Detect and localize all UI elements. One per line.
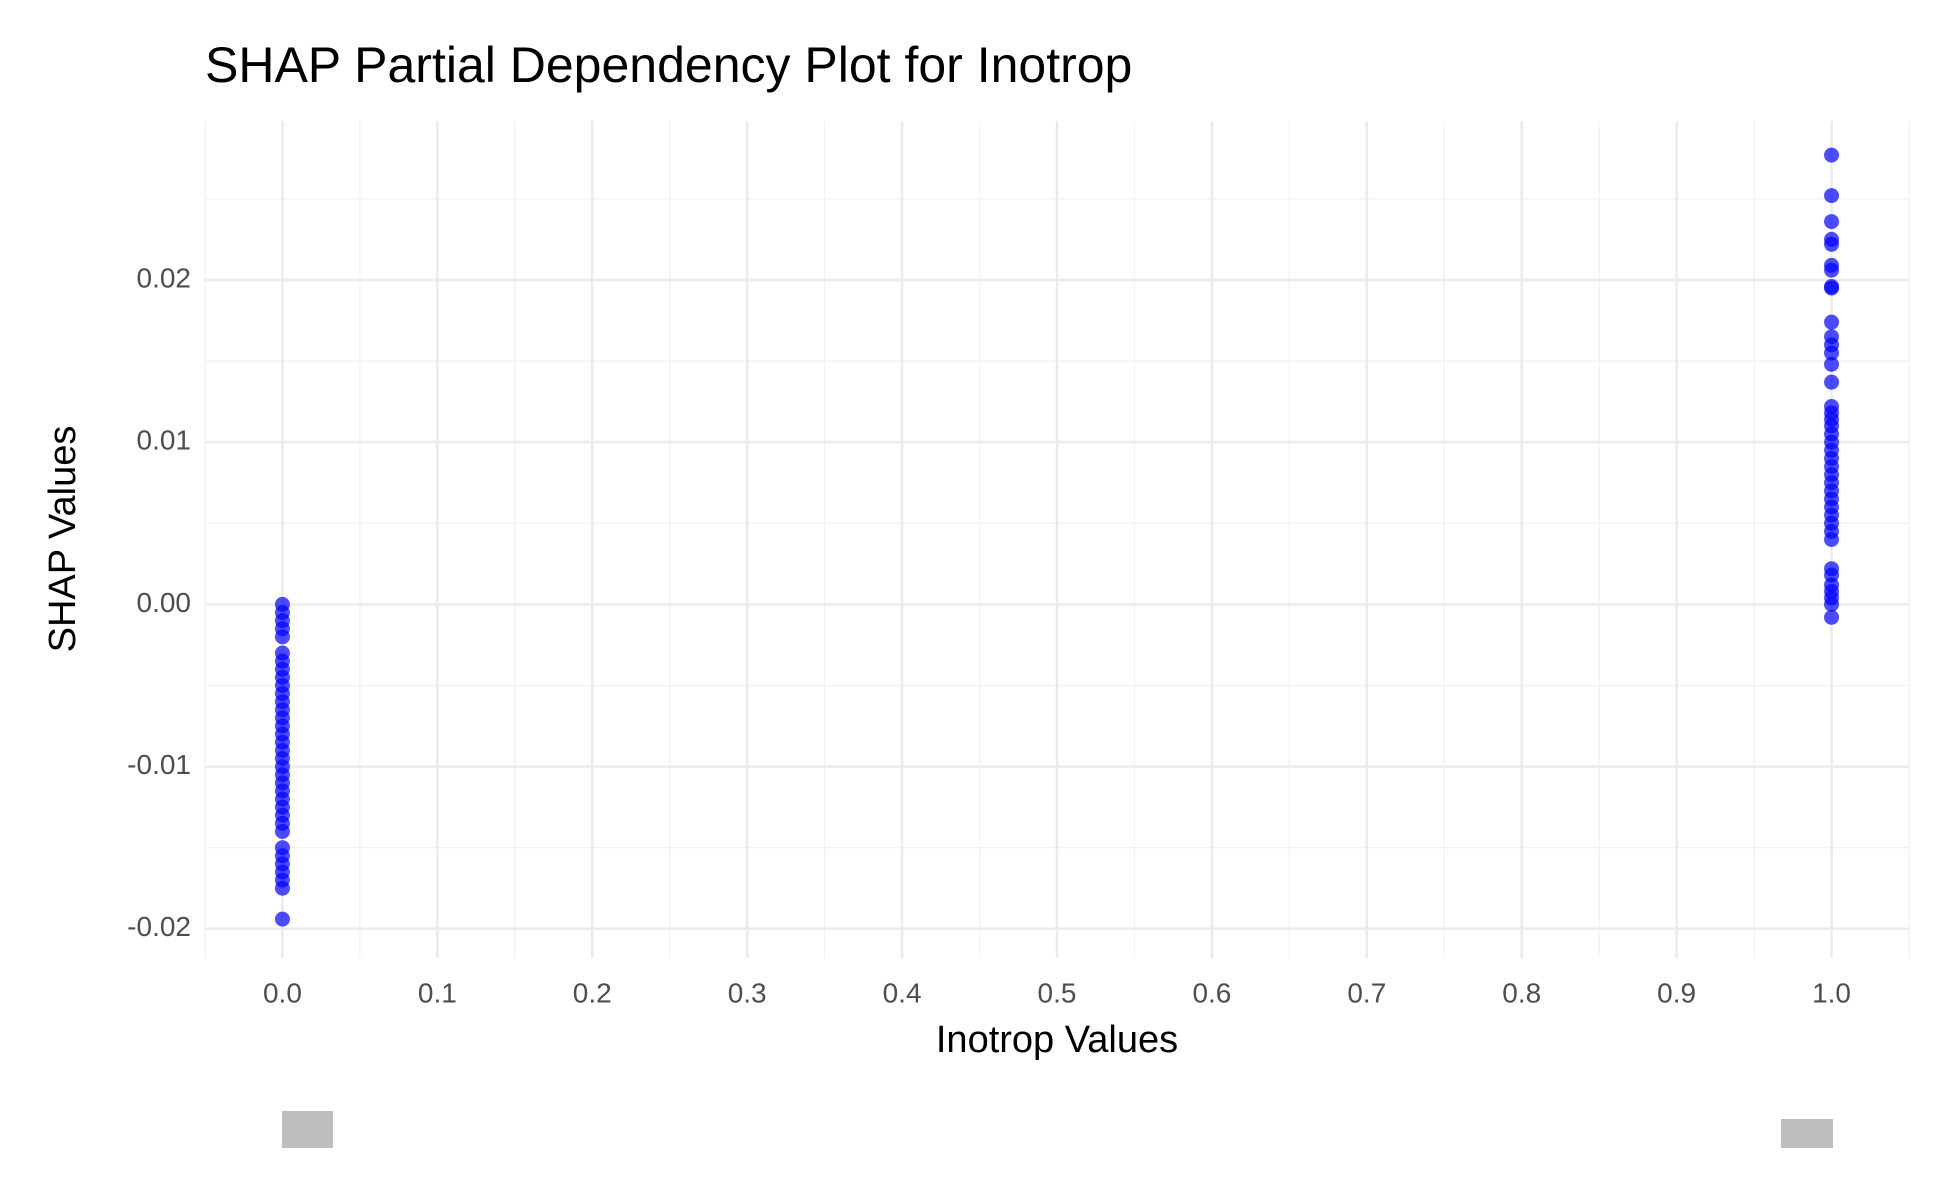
point: [1824, 374, 1840, 390]
marginal-box: [1781, 1119, 1833, 1148]
point: [1824, 314, 1840, 330]
chart-title: SHAP Partial Dependency Plot for Inotrop: [205, 37, 1132, 93]
point: [274, 911, 290, 927]
point: [274, 823, 290, 839]
point: [1824, 262, 1840, 278]
x-tick-label: 0.6: [1192, 977, 1231, 1008]
x-tick-label: 0.7: [1347, 977, 1386, 1008]
point: [1824, 147, 1840, 163]
point: [1824, 214, 1840, 230]
point: [1824, 596, 1840, 612]
x-tick-label: 0.4: [883, 977, 922, 1008]
x-tick-label: 0.9: [1657, 977, 1696, 1008]
x-tick-label: 1.0: [1812, 977, 1851, 1008]
points: [274, 147, 1840, 927]
y-tick-label: 0.02: [137, 262, 192, 293]
x-axis-label: Inotrop Values: [936, 1019, 1178, 1061]
x-tick-label: 0.8: [1502, 977, 1541, 1008]
y-axis-label: SHAP Values: [42, 426, 84, 653]
point: [1824, 609, 1840, 625]
point: [1824, 280, 1840, 296]
x-tick-label: 0.0: [263, 977, 302, 1008]
x-tick-label: 0.3: [728, 977, 767, 1008]
grid: [204, 121, 1910, 958]
y-tick-label: -0.02: [127, 911, 191, 942]
point: [274, 629, 290, 645]
x-tick-label: 0.5: [1038, 977, 1077, 1008]
point: [1824, 188, 1840, 204]
y-tick-label: -0.01: [127, 749, 191, 780]
y-tick-label: 0.00: [137, 587, 192, 618]
x-tick-label: 0.1: [418, 977, 457, 1008]
point: [1824, 345, 1840, 361]
point: [1824, 356, 1840, 372]
point: [1824, 532, 1840, 547]
marginal-box: [282, 1111, 333, 1148]
y-tick-label: 0.01: [137, 425, 192, 456]
point: [1824, 236, 1840, 252]
point: [274, 880, 290, 896]
x-tick-label: 0.2: [573, 977, 612, 1008]
